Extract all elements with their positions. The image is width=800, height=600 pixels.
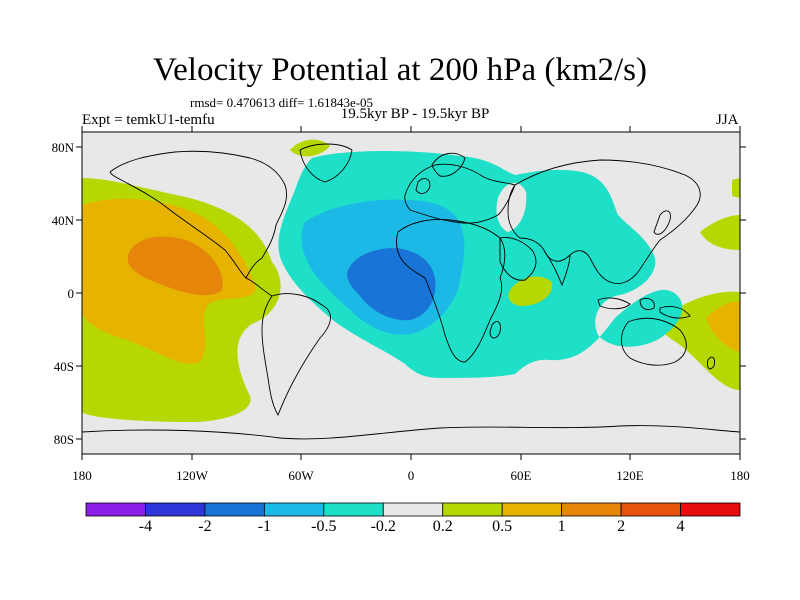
colorbar-swatch [382, 502, 444, 517]
colorbar-swatch [442, 502, 503, 517]
colorbar-label: -2 [198, 518, 212, 535]
coast-africa [396, 219, 506, 363]
colorbar-swatch [204, 502, 265, 517]
axis-ticks [76, 126, 746, 460]
lat-label-80s: 80S [53, 432, 74, 447]
rmsd-diff-stats: rmsd= 0.470613 diff= 1.61843e-05 [190, 95, 374, 110]
coast-japan [653, 210, 671, 235]
lon-label-180w: 180 [72, 468, 92, 483]
coast-south-america [261, 293, 331, 417]
colorbar-swatch [263, 502, 325, 517]
map-plot-area [82, 132, 740, 454]
colorbar-label: 2 [617, 518, 626, 535]
coast-australia [621, 317, 687, 366]
contour-grey-sahara-hole [496, 182, 527, 232]
colorbar-label: -0.2 [370, 518, 396, 535]
colorbar-label: 4 [676, 518, 685, 535]
coast-north-america [109, 150, 287, 279]
colorbar-label: 0.2 [432, 518, 453, 535]
coast-madagascar [489, 321, 501, 339]
coast-antarctica [82, 425, 740, 440]
coast-europe [404, 163, 516, 224]
contour-orange-pacific [127, 236, 223, 296]
coast-india [544, 251, 571, 287]
coast-british-isles [415, 178, 431, 194]
coast-arabia [499, 237, 537, 281]
lat-label-40s: 40S [53, 359, 74, 374]
contour-green-dateline-upper [732, 178, 740, 198]
coast-new-guinea [659, 305, 691, 319]
colorbar-label: -0.5 [311, 518, 337, 535]
colorbar-swatch [620, 502, 681, 517]
contour-yellow-dateline [706, 301, 740, 352]
colorbar-swatch [501, 502, 563, 517]
lon-label-120e: 120E [616, 468, 644, 483]
colorbar-label: -1 [257, 518, 272, 535]
colorbar-swatch [85, 502, 146, 517]
lat-label-80n: 80N [51, 140, 74, 155]
experiment-label: Expt = temkU1-temfu [82, 112, 215, 128]
colorbar-swatch [323, 502, 384, 517]
contour-blue-atlantic [347, 248, 436, 321]
chart-title: Velocity Potential at 200 hPa (km2/s) [152, 52, 648, 88]
lon-label-180e: 180 [730, 468, 750, 483]
lon-label-60e: 60E [510, 468, 532, 483]
contour-green-dateline-north [700, 215, 740, 250]
colorbar-label: 0.5 [492, 518, 513, 535]
season-label: JJA [716, 112, 739, 128]
contour-green-arabian [508, 276, 553, 306]
coast-indonesia [597, 297, 655, 311]
coast-greenland [299, 143, 353, 183]
coast-asia [507, 159, 701, 284]
coast-central-america [245, 277, 273, 297]
coast-scandinavia [431, 152, 466, 177]
colorbar [85, 502, 741, 517]
colorbar-label: -4 [138, 518, 153, 535]
lat-label-0: 0 [67, 286, 75, 301]
coast-new-zealand [707, 356, 715, 370]
colorbar-swatch [680, 502, 741, 517]
colorbar-label: 1 [557, 518, 566, 535]
lat-label-40n: 40N [51, 213, 74, 228]
lon-label-120w: 120W [176, 468, 208, 483]
lon-label-60w: 60W [288, 468, 314, 483]
period-label: 19.5kyr BP - 19.5kyr BP [340, 106, 490, 122]
lon-label-0: 0 [407, 468, 415, 483]
coastlines [82, 143, 740, 440]
colorbar-swatch [561, 502, 622, 517]
colorbar-swatch [145, 502, 206, 517]
